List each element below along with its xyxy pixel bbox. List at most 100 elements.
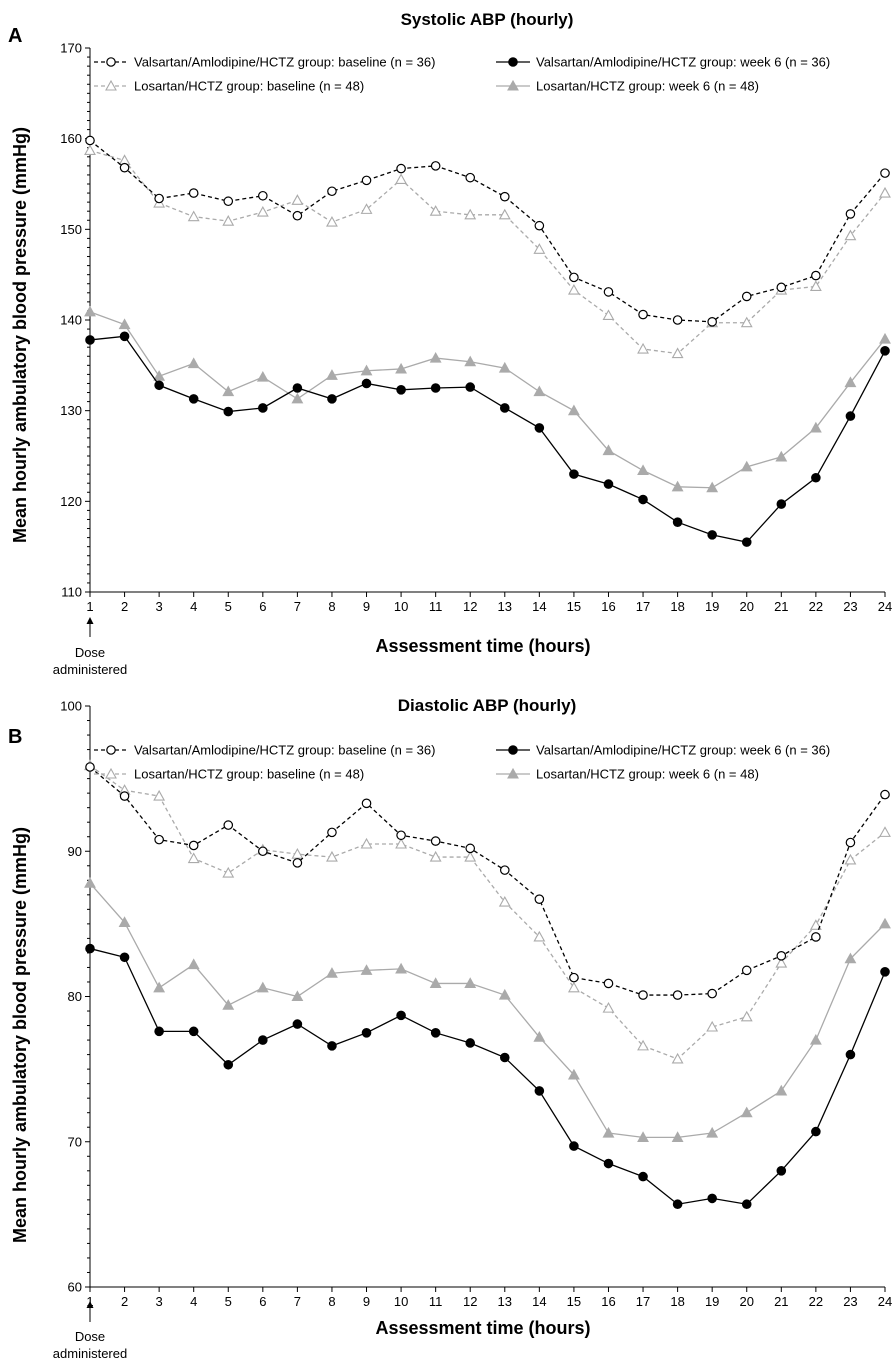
y-tick-label: 160	[60, 131, 82, 146]
data-point	[293, 212, 301, 220]
data-point	[189, 854, 199, 863]
data-point	[811, 281, 821, 290]
data-point	[638, 344, 648, 353]
data-point	[535, 895, 543, 903]
data-point	[812, 933, 820, 941]
legend-label: Valsartan/Amlodipine/HCTZ group: baselin…	[134, 55, 435, 70]
data-point	[466, 383, 474, 391]
data-point	[85, 307, 95, 316]
data-point	[881, 790, 889, 798]
data-point	[812, 271, 820, 279]
x-tick-label: 3	[156, 1294, 163, 1309]
panel-a: Systolic ABP (hourly) A Mean hourly ambu…	[8, 10, 892, 677]
x-tick-label: 5	[225, 599, 232, 614]
data-point	[707, 1128, 717, 1137]
series-line	[90, 767, 885, 995]
data-point	[777, 500, 785, 508]
x-tick-label: 17	[636, 599, 650, 614]
data-point	[362, 379, 370, 387]
x-tick-label: 10	[394, 1294, 408, 1309]
x-tick-label: 15	[567, 599, 581, 614]
data-point	[708, 318, 716, 326]
data-point	[328, 187, 336, 195]
data-point	[431, 1029, 439, 1037]
data-point	[708, 531, 716, 539]
data-point	[570, 273, 578, 281]
data-point	[189, 841, 197, 849]
data-point	[534, 387, 544, 396]
panel-letter: A	[8, 25, 22, 47]
legend-marker	[509, 58, 517, 66]
x-tick-label: 15	[567, 1294, 581, 1309]
data-point	[673, 1200, 681, 1208]
x-tick-label: 9	[363, 599, 370, 614]
data-point	[431, 837, 439, 845]
data-point	[120, 163, 128, 171]
data-point	[85, 145, 95, 154]
data-point	[86, 136, 94, 144]
data-point	[224, 197, 232, 205]
data-point	[189, 189, 197, 197]
y-tick-label: 80	[68, 989, 82, 1004]
data-point	[880, 919, 890, 928]
x-tick-label: 21	[774, 599, 788, 614]
legend-marker	[107, 58, 115, 66]
data-point	[224, 821, 232, 829]
panel-letter: B	[8, 726, 22, 748]
data-point	[535, 1087, 543, 1095]
dose-note-line-1: Dose	[75, 1329, 105, 1344]
data-point	[501, 404, 509, 412]
x-tick-label: 24	[878, 1294, 892, 1309]
data-point	[328, 395, 336, 403]
data-point	[777, 283, 785, 291]
x-tick-label: 16	[601, 1294, 615, 1309]
y-tick-label: 90	[68, 844, 82, 859]
x-tick-label: 7	[294, 1294, 301, 1309]
x-axis-label: Assessment time (hours)	[375, 1318, 590, 1338]
legend-label: Losartan/HCTZ group: week 6 (n = 48)	[536, 767, 759, 782]
x-tick-label: 13	[498, 1294, 512, 1309]
x-tick-label: 10	[394, 599, 408, 614]
data-point	[880, 188, 890, 197]
data-point	[293, 1020, 301, 1028]
data-point	[881, 968, 889, 976]
y-tick-label: 140	[60, 313, 82, 328]
x-tick-label: 20	[740, 599, 754, 614]
x-tick-label: 5	[225, 1294, 232, 1309]
legend-label: Valsartan/Amlodipine/HCTZ group: week 6 …	[536, 55, 830, 70]
data-point	[362, 799, 370, 807]
legend-marker	[107, 746, 115, 754]
data-point	[742, 1012, 752, 1021]
data-point	[743, 292, 751, 300]
y-tick-label: 170	[60, 41, 82, 56]
x-tick-label: 17	[636, 1294, 650, 1309]
x-tick-label: 19	[705, 599, 719, 614]
data-point	[292, 195, 302, 204]
data-point	[881, 347, 889, 355]
x-tick-label: 6	[259, 1294, 266, 1309]
data-point	[673, 316, 681, 324]
data-point	[120, 332, 128, 340]
legend-label: Valsartan/Amlodipine/HCTZ group: baselin…	[134, 743, 435, 758]
x-tick-label: 13	[498, 599, 512, 614]
x-tick-label: 19	[705, 1294, 719, 1309]
legend-marker	[106, 81, 116, 90]
data-point	[708, 989, 716, 997]
data-point	[189, 359, 199, 368]
dose-note-line-2: administered	[53, 1346, 127, 1361]
series-line	[90, 140, 885, 321]
data-point	[569, 285, 579, 294]
x-tick-label: 2	[121, 599, 128, 614]
x-tick-label: 8	[328, 599, 335, 614]
series-lines	[85, 761, 890, 1209]
data-point	[259, 192, 267, 200]
data-point	[604, 480, 612, 488]
data-point	[189, 212, 199, 221]
x-tick-label: 6	[259, 599, 266, 614]
panel-b: Diastolic ABP (hourly) B Mean hourly amb…	[8, 696, 892, 1361]
data-point	[466, 1039, 474, 1047]
data-point	[638, 466, 648, 475]
x-axis-label: Assessment time (hours)	[375, 636, 590, 656]
y-tick-label: 70	[68, 1134, 82, 1149]
data-point	[466, 844, 474, 852]
